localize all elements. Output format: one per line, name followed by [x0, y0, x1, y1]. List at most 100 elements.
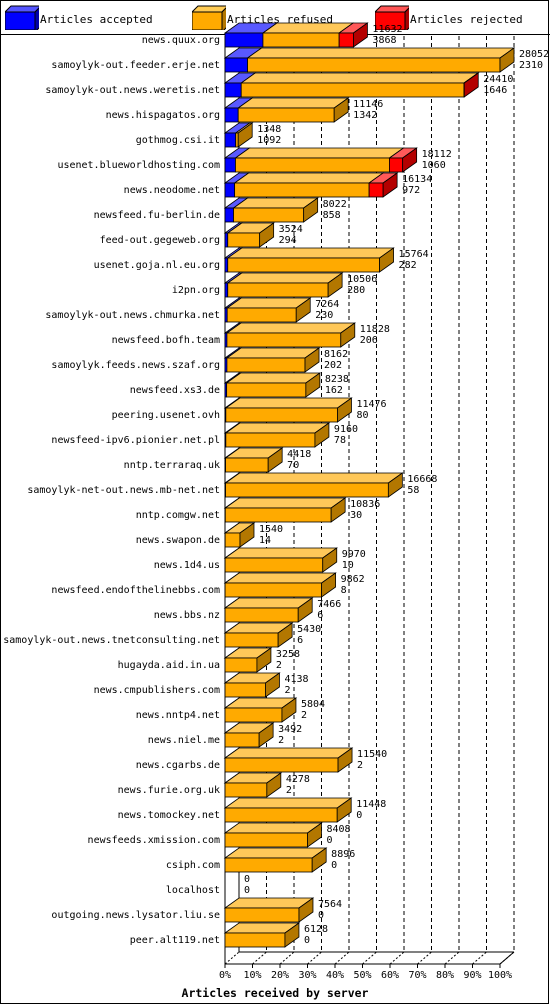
total-value-label: 8162	[324, 349, 348, 360]
bar-refused	[227, 282, 329, 298]
x-tick-depth	[417, 951, 432, 965]
accepted-value-label: 80	[356, 410, 368, 421]
total-value-label: 4278	[286, 774, 310, 785]
total-value-label: 1540	[259, 524, 283, 535]
total-value-label: 7564	[318, 899, 342, 910]
bar-refused	[235, 157, 390, 173]
total-value-label: 9160	[334, 424, 358, 435]
bar-refused-top	[223, 797, 353, 809]
accepted-value-label: 78	[334, 435, 346, 446]
accepted-value-label: 70	[287, 460, 299, 471]
bar-refused	[247, 57, 501, 73]
category-label: news.cgarbs.de	[136, 760, 220, 771]
bar-refused-side	[337, 747, 353, 773]
bar-refused-side	[303, 197, 319, 223]
bar-refused-top	[224, 397, 353, 409]
total-value-label: 6128	[304, 924, 328, 935]
accepted-value-label: 202	[324, 360, 342, 371]
total-value-label: 10506	[347, 274, 377, 285]
accepted-value-label: 1646	[483, 85, 507, 96]
bar-rejected-side	[402, 147, 418, 173]
legend-swatch-accepted	[5, 5, 39, 30]
bar-refused-side	[387, 472, 403, 498]
bar-refused	[224, 582, 323, 598]
bar-refused-top	[233, 172, 385, 184]
category-label: news.niel.me	[148, 735, 220, 746]
bar-refused	[224, 707, 283, 723]
bar-refused-top	[225, 372, 322, 384]
category-label: csiph.com	[166, 860, 220, 871]
accepted-value-label: 2	[357, 760, 363, 771]
bar-refused	[227, 232, 261, 248]
bar-refused-side	[307, 822, 322, 848]
category-label: news.nntp4.net	[136, 710, 220, 721]
x-tick-depth	[499, 951, 515, 965]
category-label: samoylyk-net-out.news.mb-net.net	[27, 485, 220, 496]
bar-rejected-side	[353, 22, 368, 48]
accepted-value-label: 3868	[372, 35, 396, 46]
bar-rejected	[389, 157, 404, 173]
bar-refused-top	[225, 347, 321, 359]
total-value-label: 16134	[402, 174, 432, 185]
category-label: news.furie.org.uk	[118, 785, 220, 796]
category-label: samoylyk.feeds.news.szaf.org	[51, 360, 220, 371]
bar-refused-side	[340, 322, 356, 348]
accepted-value-label: 280	[347, 285, 365, 296]
total-value-label: 8896	[331, 849, 355, 860]
total-value-label: 11632	[372, 24, 402, 35]
accepted-value-label: 858	[323, 210, 341, 221]
bar-refused	[224, 857, 313, 873]
accepted-value-label: 14	[259, 535, 271, 546]
legend-label-accepted: Articles accepted	[40, 13, 153, 26]
bar-accepted	[224, 32, 264, 48]
bar-refused	[234, 182, 370, 198]
bar-accepted	[224, 257, 229, 273]
bar-refused-top	[223, 747, 354, 759]
legend-swatch-refused	[192, 5, 226, 30]
x-tick-label: 60%	[381, 970, 399, 981]
accepted-value-label: 1060	[422, 160, 446, 171]
bar-refused	[226, 332, 342, 348]
accepted-value-label: 8	[341, 585, 347, 596]
category-label: i2pn.org	[172, 285, 220, 296]
x-tick-depth	[444, 951, 460, 965]
category-label: newsfeeds.xmission.com	[88, 835, 220, 846]
total-value-label: 8408	[327, 824, 351, 835]
bar-refused-top	[223, 822, 323, 834]
total-value-label: 4138	[284, 674, 308, 685]
bar-refused-top	[223, 897, 315, 909]
total-value-label: 3524	[279, 224, 303, 235]
total-value-label: 4418	[287, 449, 311, 460]
accepted-value-label: 2	[284, 685, 290, 696]
category-label: news.hispagatos.org	[106, 110, 220, 121]
bar-refused	[224, 782, 268, 798]
accepted-value-label: 2	[286, 785, 292, 796]
accepted-value-label: 1342	[353, 110, 377, 121]
bar-refused-top	[224, 497, 347, 509]
category-label: nntp.comgw.net	[136, 510, 220, 521]
bar-accepted	[224, 132, 237, 148]
bar-accepted	[224, 157, 236, 173]
bar-refused-top	[223, 597, 314, 609]
bar-refused-side	[379, 247, 394, 273]
bar-refused-side	[281, 697, 297, 723]
bar-refused-side	[311, 847, 327, 873]
category-label: nntp.terraraq.uk	[124, 460, 220, 471]
total-value-label: 5430	[297, 624, 321, 635]
bar-refused-side	[239, 522, 255, 548]
bar-refused-side	[337, 397, 352, 423]
accepted-value-label: 10	[342, 560, 354, 571]
bar-refused-side	[277, 622, 293, 648]
bar-refused	[240, 82, 465, 98]
bar-refused-top	[223, 847, 328, 859]
category-label: peer.alt119.net	[130, 935, 220, 946]
bar-refused	[224, 657, 258, 673]
total-value-label: 11476	[356, 399, 386, 410]
bar-refused-top	[239, 72, 480, 84]
category-label: usenet.blueworldhosting.com	[57, 160, 220, 171]
category-label: peering.usenet.ovh	[112, 410, 220, 421]
bar-refused-top	[232, 197, 319, 209]
x-tick-label: 30%	[298, 970, 316, 981]
bar-accepted	[224, 57, 248, 73]
bar-refused-top	[236, 97, 350, 109]
